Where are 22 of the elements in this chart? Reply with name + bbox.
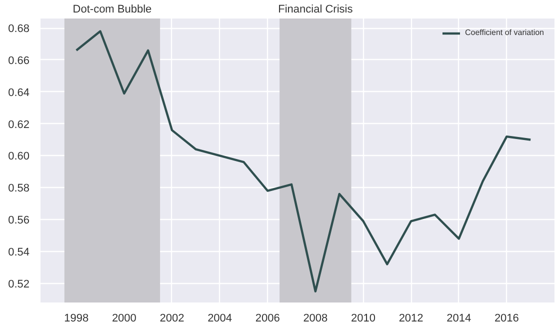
y-tick-label: 0.56 (8, 214, 30, 227)
y-tick-label: 0.64 (8, 86, 30, 99)
y-tick-label: 0.54 (8, 246, 30, 258)
x-tick-label: 2006 (255, 312, 280, 324)
x-tick-label: 2008 (303, 312, 328, 324)
band-label: Financial Crisis (278, 4, 354, 16)
y-tick-label: 0.58 (8, 182, 30, 195)
band-label: Dot-com Bubble (72, 4, 152, 16)
legend-label: Coefficient of variation (464, 28, 544, 37)
x-tick-label: 2016 (494, 312, 519, 324)
x-tick-label: 2004 (208, 312, 232, 324)
y-tick-label: 0.68 (8, 23, 30, 36)
x-tick-label: 2012 (398, 312, 424, 324)
x-tick-label: 2014 (446, 312, 472, 324)
x-tick-label: 2010 (351, 312, 376, 324)
y-tick-label: 0.52 (8, 278, 30, 290)
y-tick-label: 0.66 (8, 54, 30, 67)
x-tick-label: 1998 (64, 312, 89, 324)
x-tick-label: 2000 (112, 312, 136, 324)
y-tick-label: 0.62 (8, 118, 30, 131)
x-tick-label: 2002 (160, 312, 184, 324)
y-tick-label: 0.60 (8, 150, 30, 163)
